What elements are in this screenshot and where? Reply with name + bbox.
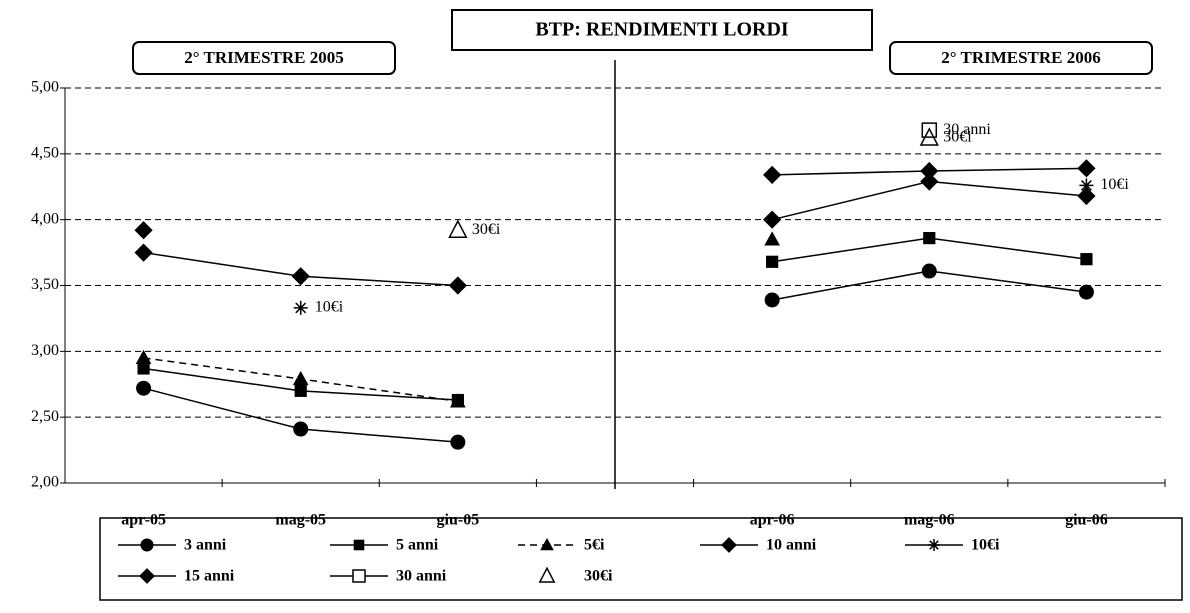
legend-label: 10€i (971, 537, 1000, 554)
point (1078, 284, 1094, 300)
point (920, 172, 939, 191)
annotation: 30 anni (943, 121, 991, 138)
x-tick-label: giu-05 (437, 512, 480, 529)
y-tick-label: 2,00 (31, 474, 59, 491)
legend-marker (140, 538, 154, 552)
point (923, 232, 936, 245)
panel-title-box (132, 41, 396, 75)
y-tick-label: 4,00 (31, 210, 59, 227)
y-tick-label: 5,00 (31, 79, 59, 96)
point (1077, 159, 1096, 178)
legend-label: 30€i (584, 568, 613, 585)
x-tick-label: apr-06 (750, 512, 795, 529)
legend-label: 3 anni (184, 537, 227, 554)
point (135, 349, 152, 365)
y-tick-label: 3,50 (31, 276, 59, 293)
point (136, 380, 152, 396)
point (1079, 178, 1094, 193)
panel-title: 2° TRIMESTRE 2006 (941, 48, 1101, 67)
panel-title: 2° TRIMESTRE 2005 (184, 48, 344, 67)
x-tick-label: apr-05 (121, 512, 166, 529)
point (921, 263, 937, 279)
legend-label: 10 anni (766, 537, 817, 554)
point (763, 210, 782, 229)
chart-title: BTP: RENDIMENTI LORDI (535, 19, 789, 41)
y-tick-label: 2,50 (31, 408, 59, 425)
point (448, 276, 467, 295)
point (764, 231, 780, 246)
point (764, 292, 780, 308)
point (293, 300, 308, 315)
legend-label: 15 anni (184, 568, 235, 585)
point (134, 221, 153, 240)
legend-marker (928, 539, 940, 551)
legend-marker (139, 568, 155, 584)
panel-title-box (889, 41, 1153, 75)
y-tick-label: 4,50 (31, 145, 59, 162)
annotation: 30€i (472, 221, 501, 238)
annotation: 30€i (943, 129, 972, 146)
legend-marker (721, 537, 737, 553)
point (134, 243, 153, 262)
y-tick-label: 3,00 (31, 342, 59, 359)
point (294, 384, 307, 397)
annotation: 10€i (315, 299, 344, 316)
legend-marker (540, 537, 554, 551)
point (137, 362, 150, 375)
point (1077, 186, 1096, 206)
x-tick-label: mag-06 (904, 512, 955, 529)
point (1080, 253, 1093, 266)
point (450, 393, 466, 408)
x-tick-label: giu-06 (1065, 512, 1108, 529)
series-line (144, 239, 773, 401)
legend-label: 30 anni (396, 568, 447, 585)
point (919, 127, 939, 146)
point (448, 219, 468, 238)
x-tick-label: mag-05 (275, 512, 326, 529)
point (291, 267, 310, 286)
point (766, 255, 779, 268)
annotation: 10€i (1100, 176, 1129, 193)
legend-label: 5€i (584, 537, 605, 554)
legend (99, 517, 1183, 601)
point (292, 370, 309, 386)
legend-marker (353, 539, 365, 551)
legend-marker (352, 569, 366, 583)
point (763, 165, 782, 185)
legend-label: 5 anni (396, 537, 439, 554)
point (450, 434, 466, 450)
title-box (451, 9, 873, 51)
legend-marker (538, 566, 556, 583)
point (293, 421, 309, 437)
